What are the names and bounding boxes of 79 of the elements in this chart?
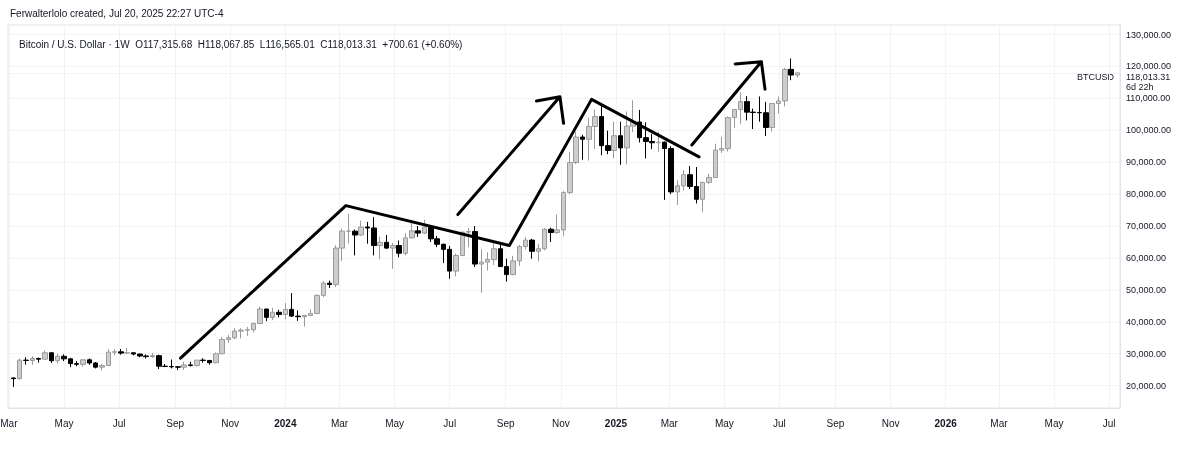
candlestick [611,121,617,159]
x-tick-label: Nov [551,417,570,429]
candlestick [264,308,269,322]
y-tick-label: 120,000.00 [1126,61,1172,72]
x-tick-label: May [385,417,405,429]
y-tick-label: 60,000.00 [1126,252,1167,263]
candlestick [472,225,478,268]
text: Ferwalterlolo created, Jul 20, 2025 22:27 UTC-4 [10,7,224,19]
x-tick-label: Nov [221,417,240,429]
candlestick [150,352,155,359]
y-tick-label: 118,013.31 [1126,71,1171,82]
candlestick [346,213,351,245]
y-tick-label: 110,000.00 [1126,93,1171,104]
candlestick [396,239,402,258]
y-tick-label: 70,000.00 [1126,221,1167,232]
candlestick [36,357,41,364]
candlestick [548,227,554,243]
candlestick [283,302,288,320]
candlestick [580,134,585,161]
candlestick [49,351,54,364]
candlestick [788,58,794,81]
candlestick [618,121,623,166]
x-tick-label: Mar [330,417,349,429]
x-tick-label: May [1044,417,1064,429]
x-tick-label: Sep [826,417,845,429]
candlestick [11,376,16,388]
candlestick [656,131,661,153]
candlestick [390,242,396,270]
candlestick [118,348,124,356]
candlestick [42,350,48,360]
y-tick-label: 30,000.00 [1126,348,1167,359]
candlestick [327,280,332,289]
x-tick-label: Sep [166,417,185,429]
line-series [456,95,566,217]
y-tick-label: 130,000.00 [1126,29,1172,40]
x-tick-label: Jul [112,417,126,429]
x-tick-label: Mar [990,417,1009,429]
text: 6d 22h [1126,82,1154,93]
candlestick [358,220,364,237]
x-tick-label: Sep [496,417,516,429]
candlestick [377,236,383,260]
candlestick [80,358,86,368]
candlestick [529,238,535,260]
candlestick [352,229,358,256]
line-series [690,60,767,147]
y-tick-label: 80,000.00 [1126,189,1167,200]
candlestick [124,347,130,355]
candlestick [23,356,29,366]
x-tick-label: Jul [773,417,786,429]
x-tick-label: Mar [660,417,679,429]
y-tick-label: 100,000.00 [1126,125,1172,136]
x-tick-label: 2026 [934,417,958,429]
candlestick [188,361,193,368]
y-tick-label: 20,000.00 [1126,380,1167,391]
candlestick [194,359,200,368]
x-tick-label: Jul [1102,417,1116,429]
x-tick-label: Nov [881,417,900,429]
candlestick [55,353,60,364]
candlestick [422,219,427,235]
y-tick-label: 50,000.00 [1126,284,1167,295]
x-tick-label: 2024 [274,417,297,429]
candlestick [181,361,187,371]
candlestick [795,72,800,78]
line-series [179,97,701,360]
candlestick [270,307,275,321]
candlestick [276,309,282,318]
candlestick [415,225,421,238]
x-tick-label: May [54,417,74,429]
y-tick-label: 90,000.00 [1126,157,1167,168]
x-tick-label: Jul [443,417,457,429]
candlestick [30,355,35,366]
x-tick-label: May [714,417,734,429]
y-tick-label: 40,000.00 [1126,316,1167,327]
text: Bitcoin / U.S. Dollar · 1W O117,315.68 H118,067.85 L116,565.01 C118,013.31 +700.61 (+0.60%) [19,38,463,50]
candlestick [384,234,389,250]
x-tick-label: 2025 [604,417,628,429]
candlestick [17,358,22,381]
x-tick-label: Mar [0,417,19,429]
annotation: BTCUSD [1076,71,1115,82]
